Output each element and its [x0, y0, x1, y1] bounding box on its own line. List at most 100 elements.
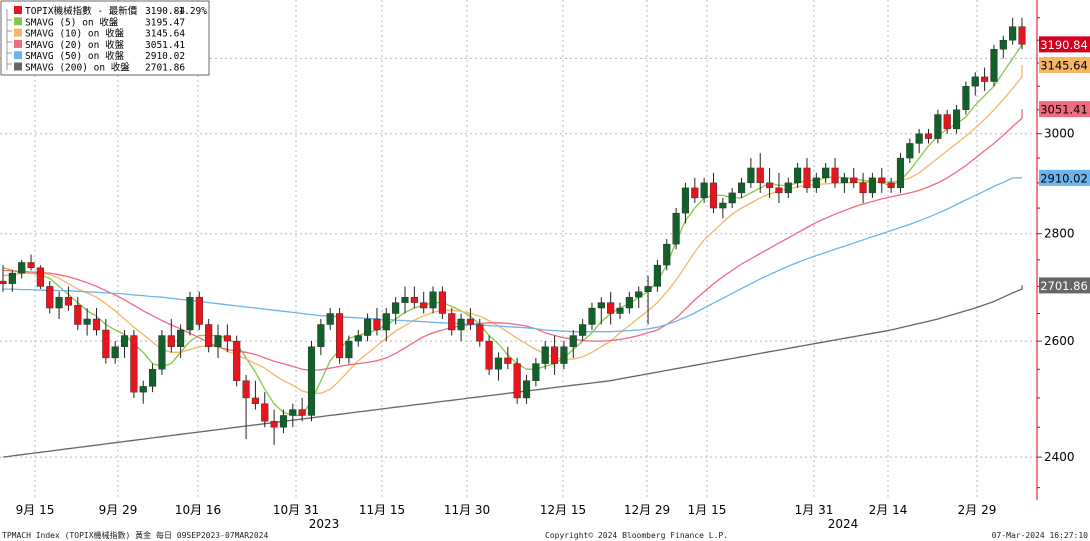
- candle: [737, 177, 746, 198]
- candle: [373, 308, 381, 336]
- candle-body: [289, 409, 297, 416]
- candle-body: [1009, 26, 1017, 41]
- candle: [345, 335, 353, 364]
- candle: [130, 330, 138, 398]
- legend-swatch: [14, 6, 22, 14]
- candle-body: [887, 182, 895, 189]
- x-tick-label: 12月 15: [540, 503, 586, 517]
- candle: [728, 187, 736, 209]
- candle-body: [812, 177, 820, 189]
- candle: [289, 403, 297, 428]
- legend-bracket: [6, 9, 12, 70]
- candle: [579, 318, 587, 342]
- candle: [1018, 17, 1026, 50]
- price-tag-bg: [1039, 169, 1090, 186]
- candle: [158, 330, 166, 375]
- candle: [233, 335, 241, 387]
- legend-entry: SMAVG (5) on 收盤 3195.47: [14, 16, 185, 28]
- candle: [83, 308, 91, 336]
- candle-body: [597, 302, 605, 309]
- candle-body: [775, 187, 783, 194]
- candle: [709, 172, 718, 214]
- candle-body: [644, 286, 652, 292]
- candle-body: [803, 167, 811, 189]
- candle: [560, 341, 568, 370]
- candle-body: [859, 182, 867, 194]
- candle: [242, 374, 250, 440]
- chart-grid: [0, 0, 1037, 500]
- y-tick-label: 3000: [1044, 127, 1075, 141]
- candle: [392, 297, 400, 325]
- candle: [635, 286, 643, 309]
- candle: [541, 341, 549, 370]
- candle: [457, 313, 465, 342]
- candle: [8, 270, 16, 292]
- candle: [915, 128, 923, 154]
- candle: [868, 172, 876, 198]
- candle-body: [663, 243, 671, 266]
- candle: [279, 409, 288, 434]
- candle: [111, 341, 119, 364]
- candle: [448, 308, 456, 336]
- candle-body: [924, 133, 933, 139]
- candle: [840, 172, 848, 193]
- candle: [476, 318, 484, 347]
- candle-body: [457, 318, 465, 331]
- candle-body: [794, 167, 802, 184]
- candle: [74, 297, 82, 331]
- candle-body: [233, 340, 241, 381]
- candle: [653, 259, 661, 292]
- candle: [317, 318, 325, 356]
- candle: [326, 308, 334, 331]
- x-tick-label: 2月 29: [958, 503, 997, 517]
- legend-series-value: 2701.86: [145, 63, 185, 74]
- candle: [878, 167, 886, 193]
- candle: [354, 330, 362, 347]
- legend-entry: TOPIX機械指數 - 最新價 3190.84-1.29%: [14, 5, 207, 17]
- candle-body: [448, 313, 456, 331]
- candle: [429, 286, 437, 314]
- candle-body: [896, 157, 905, 189]
- candle-body: [36, 267, 44, 287]
- candle: [981, 67, 989, 91]
- legend-series-name: SMAVG (50) on 收盤: [25, 50, 125, 62]
- candle: [214, 324, 222, 358]
- candle: [756, 153, 764, 193]
- candle-body: [55, 296, 63, 309]
- candle-body: [401, 296, 409, 303]
- candle-body: [27, 262, 35, 268]
- price-tags: 3190.84 3145.64 3051.41 2910.02 2701.86: [1039, 36, 1090, 294]
- candle: [859, 172, 867, 203]
- candle: [691, 177, 699, 203]
- candle-body: [822, 167, 830, 179]
- candle: [251, 380, 259, 410]
- y-tick-label: 2600: [1044, 334, 1075, 348]
- candle-body: [382, 313, 390, 331]
- price-tag-label: 3051.41: [1040, 103, 1088, 117]
- candle-body: [139, 386, 147, 393]
- candle-body: [999, 39, 1007, 50]
- candle-body: [971, 76, 979, 87]
- candle: [466, 308, 474, 331]
- candle-body: [831, 167, 839, 184]
- candle-body: [345, 340, 353, 359]
- candle-body: [149, 369, 157, 387]
- legend-series-value: 2910.02: [145, 51, 185, 62]
- candle-body: [64, 296, 73, 306]
- candle: [382, 308, 390, 342]
- candle-body: [868, 177, 876, 194]
- candle: [261, 392, 269, 428]
- candle: [644, 275, 652, 325]
- candle-body: [569, 335, 577, 347]
- candle-body: [195, 296, 203, 325]
- price-tag-label: 2701.86: [1040, 279, 1088, 293]
- candle: [831, 158, 839, 188]
- footer: TPMACH Index (TOPIX機械指數) 黃金 每日 09SEP2023…: [2, 530, 1088, 540]
- candle-body: [934, 114, 942, 139]
- candle-body: [1018, 26, 1026, 45]
- candle-body: [420, 302, 428, 309]
- legend-series-name: SMAVG (20) on 收盤: [25, 39, 125, 51]
- x-axis: 9月 15 9月 29 10月 16 10月 31 11月 15 11月 30 12月 15…: [16, 503, 997, 531]
- candle: [625, 291, 633, 314]
